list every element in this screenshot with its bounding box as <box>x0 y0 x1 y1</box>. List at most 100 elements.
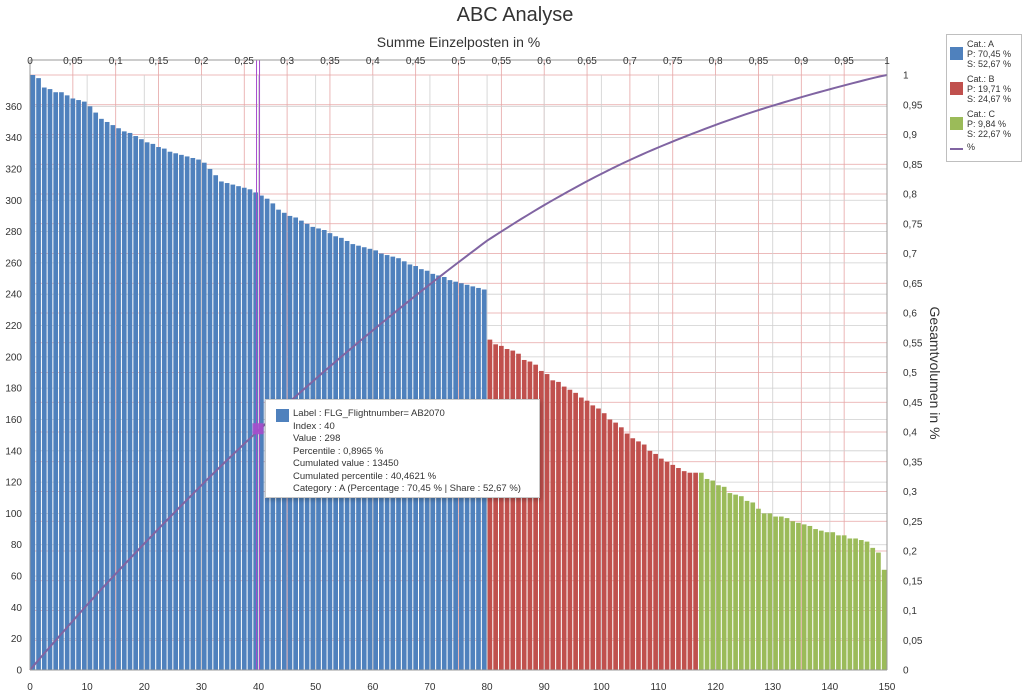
bar-c <box>756 508 761 670</box>
bar-c <box>813 529 818 670</box>
bar-c <box>704 478 710 670</box>
legend-item-c[interactable]: Cat.: C P: 9,84 % S: 22,67 % <box>950 109 1018 139</box>
left-tick-label: 20 <box>11 634 23 645</box>
left-tick-label: 0 <box>16 666 22 677</box>
legend-item-percent[interactable]: % <box>950 142 1018 152</box>
bar-a <box>179 154 184 670</box>
legend-b-p: P: 19,71 % <box>967 84 1012 94</box>
top-tick-label: 0,15 <box>149 56 169 67</box>
bar-c <box>761 513 767 670</box>
axes: 0204060801001201401601802002202402602803… <box>5 56 923 693</box>
bar-a <box>190 157 196 671</box>
bar-b <box>499 345 504 670</box>
legend-item-b[interactable]: Cat.: B P: 19,71 % S: 24,67 % <box>950 74 1018 104</box>
bar-c <box>847 538 853 670</box>
left-tick-label: 220 <box>5 321 22 332</box>
bar-a <box>224 183 230 670</box>
bar-a <box>104 121 110 670</box>
tooltip-cumulated-value: Cumulated value : 13450 <box>293 458 399 469</box>
bar-b <box>630 438 636 670</box>
legend: Cat.: A P: 70,45 % S: 52,67 % Cat.: B P:… <box>946 34 1022 162</box>
left-tick-label: 180 <box>5 384 22 395</box>
bar-b <box>584 400 590 670</box>
bar-a <box>213 175 219 671</box>
top-tick-label: 0,3 <box>280 56 294 67</box>
left-tick-label: 120 <box>5 478 22 489</box>
right-tick-label: 0,95 <box>903 100 923 111</box>
legend-c-p: P: 9,84 % <box>967 119 1007 129</box>
left-tick-label: 100 <box>5 509 22 520</box>
legend-swatch-a <box>950 47 963 60</box>
bar-b <box>573 392 578 670</box>
bar-a <box>70 98 76 671</box>
bar-a <box>76 100 81 671</box>
tooltip-category: Category : A (Percentage : 70,45 % | Sha… <box>293 483 521 494</box>
bar-c <box>876 552 881 670</box>
right-tick-label: 0,45 <box>903 398 923 409</box>
left-tick-label: 320 <box>5 164 22 175</box>
bar-a <box>139 139 144 670</box>
left-tick-label: 80 <box>11 540 23 551</box>
bar-a <box>116 128 121 671</box>
bar-b <box>601 413 607 670</box>
bar-a <box>156 147 161 671</box>
tooltip-cumulated-percentile: Cumulated percentile : 40,4621 % <box>293 470 437 482</box>
bar-c <box>881 569 887 670</box>
bar-a <box>173 153 179 670</box>
bottom-tick-label: 140 <box>822 682 839 693</box>
bar-a <box>93 112 99 670</box>
bar-b <box>681 471 687 670</box>
bar-c <box>870 547 876 670</box>
right-tick-label: 0 <box>903 666 909 677</box>
bar-a <box>81 101 87 671</box>
bar-b <box>527 361 533 670</box>
right-tick-label: 0,5 <box>903 368 917 379</box>
right-tick-label: 0,55 <box>903 338 923 349</box>
bar-b <box>521 359 527 670</box>
bar-c <box>864 541 870 670</box>
left-tick-label: 340 <box>5 133 22 144</box>
bar-a <box>247 189 253 671</box>
top-tick-label: 0,2 <box>194 56 208 67</box>
bar-c <box>853 538 858 670</box>
bar-a <box>196 159 201 671</box>
bar-b <box>567 389 573 670</box>
bar-b <box>561 386 567 670</box>
top-axis-title: Summe Einzelposten in % <box>376 34 541 50</box>
bottom-tick-label: 50 <box>310 682 322 693</box>
right-tick-label: 0,3 <box>903 487 917 498</box>
bar-b <box>487 339 493 670</box>
bar-a <box>127 132 133 670</box>
legend-item-a[interactable]: Cat.: A P: 70,45 % S: 52,67 % <box>950 39 1018 69</box>
bar-a <box>99 118 104 670</box>
bar-a <box>241 187 247 670</box>
top-tick-label: 0,55 <box>492 56 512 67</box>
top-tick-label: 0,1 <box>109 56 123 67</box>
bar-c <box>807 525 813 670</box>
tooltip-value: Value : 298 <box>293 433 341 444</box>
top-tick-label: 0,9 <box>794 56 808 67</box>
legend-percent-label: % <box>967 142 976 152</box>
right-tick-label: 0,75 <box>903 219 923 230</box>
bottom-tick-label: 90 <box>539 682 551 693</box>
top-tick-label: 0,6 <box>537 56 551 67</box>
top-tick-label: 0,5 <box>452 56 466 67</box>
legend-b-s: S: 24,67 % <box>967 94 1012 104</box>
bar-a <box>36 78 41 670</box>
bar-a <box>110 125 116 670</box>
bar-a <box>230 184 236 670</box>
bar-c <box>830 532 836 670</box>
bar-c <box>698 472 704 670</box>
bar-c <box>784 518 790 670</box>
bar-b <box>624 433 630 670</box>
top-tick-label: 0 <box>27 56 33 67</box>
bar-b <box>670 464 676 670</box>
top-tick-label: 0,35 <box>320 56 340 67</box>
right-axis-title: Gesamtvolumen in % <box>927 306 943 440</box>
bar-c <box>801 524 807 670</box>
right-tick-label: 0,85 <box>903 160 923 171</box>
bar-a <box>64 95 70 670</box>
bar-b <box>556 381 561 670</box>
bar-a <box>121 131 127 671</box>
